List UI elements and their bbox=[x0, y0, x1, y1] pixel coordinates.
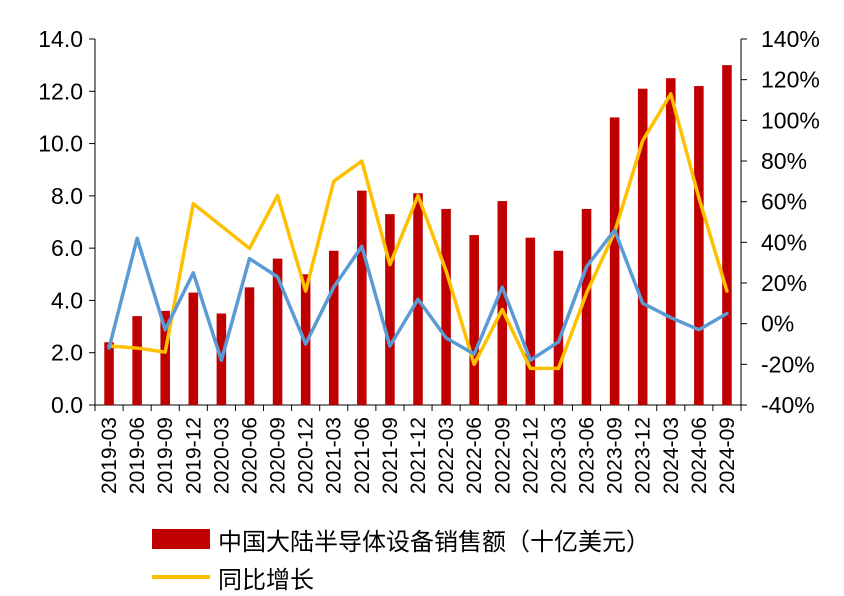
bar bbox=[553, 250, 564, 405]
x-tick-label: 2023-12 bbox=[632, 417, 655, 494]
x-tick-label: 2021-03 bbox=[323, 417, 346, 494]
bar bbox=[328, 250, 339, 405]
right-tick-label: 40% bbox=[761, 229, 807, 255]
left-tick-label: 12.0 bbox=[38, 78, 83, 104]
right-tick-label: 140% bbox=[761, 26, 820, 52]
x-tick-label: 2023-09 bbox=[604, 417, 627, 494]
legend-line-label: 同比增长 bbox=[218, 565, 314, 594]
bar bbox=[469, 235, 479, 405]
x-tick-label: 2024-03 bbox=[660, 417, 683, 494]
bar bbox=[722, 65, 732, 406]
legend-bar-swatch bbox=[152, 529, 210, 549]
left-tick-label: 4.0 bbox=[51, 287, 83, 313]
bar bbox=[160, 310, 170, 405]
x-tick-label: 2022-06 bbox=[463, 417, 486, 494]
left-tick-label: 0.0 bbox=[51, 392, 83, 418]
right-tick-label: 80% bbox=[761, 148, 807, 174]
bar bbox=[497, 201, 508, 405]
bar bbox=[666, 78, 676, 405]
bar bbox=[357, 190, 367, 405]
bar bbox=[132, 316, 142, 405]
x-tick-label: 2024-09 bbox=[716, 417, 739, 494]
bar bbox=[525, 237, 536, 405]
x-tick-label: 2021-09 bbox=[379, 417, 402, 494]
right-tick-label: -40% bbox=[761, 392, 815, 418]
x-tick-label: 2020-12 bbox=[295, 417, 318, 494]
left-tick-label: 8.0 bbox=[51, 183, 83, 209]
bar bbox=[188, 292, 199, 405]
legend-line-swatch bbox=[152, 575, 210, 579]
chart-plot: 0.0 2.0 4.0 6.0 8.0 10.0 12.0 14.0 -40% -20% 0% 20%… bbox=[38, 26, 820, 494]
right-tick-label: 0% bbox=[761, 311, 794, 337]
x-tick-label: 2023-06 bbox=[576, 417, 599, 494]
x-tick-label: 2022-03 bbox=[435, 417, 458, 494]
bar bbox=[244, 287, 255, 405]
x-tick-label: 2022-09 bbox=[491, 417, 514, 494]
bar bbox=[637, 88, 648, 406]
right-tick-label: 120% bbox=[761, 67, 820, 93]
left-tick-label: 6.0 bbox=[51, 235, 83, 261]
bar bbox=[581, 208, 592, 405]
left-tick-label: 10.0 bbox=[38, 131, 83, 157]
x-tick-label: 2019-06 bbox=[126, 417, 149, 494]
legend-item-line: 同比增长 bbox=[152, 558, 650, 596]
x-tick-label: 2023-03 bbox=[547, 417, 570, 494]
bar bbox=[104, 342, 114, 405]
bar bbox=[385, 214, 395, 405]
x-tick-label: 2020-09 bbox=[267, 417, 290, 494]
x-tick-label: 2024-06 bbox=[688, 417, 711, 494]
secondary-line bbox=[107, 228, 729, 363]
x-tick-label: 2020-06 bbox=[238, 417, 261, 494]
right-tick-label: 60% bbox=[761, 189, 807, 215]
bar bbox=[609, 117, 620, 405]
right-tick-label: 20% bbox=[761, 270, 807, 296]
x-tick-label: 2020-03 bbox=[210, 417, 233, 494]
legend-bar-label: 中国大陆半导体设备销售额（十亿美元） bbox=[218, 527, 650, 556]
right-tick-label: 100% bbox=[761, 107, 820, 133]
x-tick-label: 2019-03 bbox=[98, 417, 121, 494]
legend-item-bar: 中国大陆半导体设备销售额（十亿美元） bbox=[152, 520, 650, 558]
left-tick-label: 14.0 bbox=[38, 26, 83, 52]
bar bbox=[694, 86, 704, 406]
x-tick-label: 2019-12 bbox=[182, 417, 205, 494]
bar bbox=[441, 208, 451, 405]
x-tick-label: 2021-06 bbox=[351, 417, 374, 494]
x-tick-label: 2022-12 bbox=[519, 417, 542, 494]
x-tick-label: 2021-12 bbox=[407, 417, 430, 494]
right-tick-label: -20% bbox=[761, 351, 815, 377]
yoy-growth-line bbox=[107, 92, 729, 371]
x-tick-label: 2019-09 bbox=[154, 417, 177, 494]
left-tick-label: 2.0 bbox=[51, 340, 83, 366]
legend: 中国大陆半导体设备销售额（十亿美元） 同比增长 bbox=[152, 520, 650, 596]
bar bbox=[272, 258, 283, 405]
